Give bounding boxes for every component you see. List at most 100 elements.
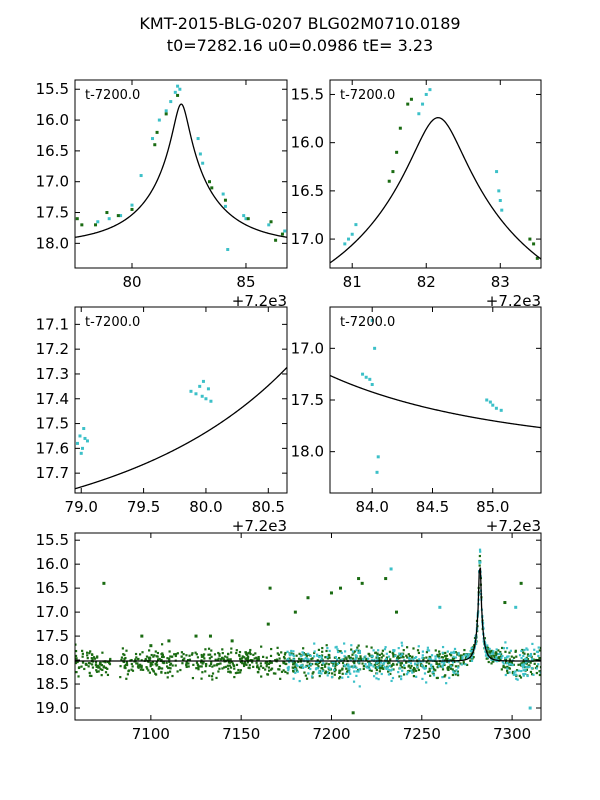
data-point (400, 641, 403, 644)
data-point (410, 664, 413, 668)
data-point (452, 670, 455, 673)
data-point (276, 646, 279, 649)
data-point (95, 669, 98, 672)
data-point (326, 671, 330, 674)
data-point (524, 668, 527, 671)
data-point (504, 673, 507, 677)
data-point (351, 657, 355, 660)
x-tick-label: 82 (417, 273, 436, 291)
data-point (522, 654, 525, 658)
data-point (247, 652, 250, 655)
y-tick-label: 17.5 (36, 627, 69, 645)
data-point (427, 670, 430, 673)
data-point (385, 657, 388, 661)
data-point (514, 649, 517, 652)
data-point (86, 654, 89, 657)
data-point (156, 651, 160, 655)
data-point (218, 667, 221, 670)
y-tick-label: 16.0 (36, 111, 69, 129)
data-point (270, 647, 273, 651)
data-point (450, 654, 453, 657)
data-point (478, 548, 482, 551)
data-point (332, 662, 335, 665)
data-point (238, 654, 241, 657)
data-point (235, 651, 238, 655)
data-point (508, 651, 511, 654)
data-point (375, 662, 378, 665)
data-point (426, 649, 429, 652)
data-point (365, 657, 368, 661)
data-point (447, 661, 450, 664)
y-tick-label: 17.1 (36, 315, 69, 333)
x-tick-label: 7300 (493, 725, 531, 743)
x-tick-label: 80.5 (252, 498, 285, 516)
data-point (158, 667, 162, 670)
data-point (182, 652, 185, 656)
data-point (482, 627, 485, 630)
model-curve (330, 374, 541, 429)
data-point (535, 667, 538, 670)
data-point (385, 656, 389, 659)
data-point (84, 663, 87, 666)
data-point (437, 665, 441, 668)
data-point (241, 655, 244, 658)
data-point (329, 591, 333, 595)
panel-top-left: 80 85 15.5 16.0 16.5 17.0 17.5 18.0 t-7200.0 +7.2… (36, 79, 288, 310)
data-point (370, 646, 373, 649)
data-point (451, 657, 455, 660)
data-point (456, 670, 459, 673)
data-point (520, 663, 524, 666)
data-point (252, 665, 255, 668)
data-point (154, 650, 157, 653)
data-point (75, 643, 77, 646)
panel-annotation: t-7200.0 (340, 315, 395, 330)
data-point (292, 677, 295, 680)
data-point (478, 564, 481, 567)
data-point (434, 649, 437, 652)
model-curve (75, 103, 287, 238)
data-point (423, 667, 426, 670)
data-point (405, 673, 409, 676)
data-point (244, 217, 248, 221)
data-point (375, 656, 378, 659)
data-point (219, 662, 222, 665)
data-point (284, 670, 287, 674)
data-point (256, 670, 260, 674)
data-point (241, 662, 244, 665)
data-point (401, 653, 404, 656)
data-point (157, 118, 161, 122)
data-point (106, 667, 109, 670)
data-point (119, 665, 122, 668)
data-point (392, 650, 396, 653)
data-point (318, 674, 321, 678)
data-point (153, 143, 157, 147)
data-point (518, 654, 522, 657)
data-point (277, 653, 281, 656)
data-point (355, 649, 358, 652)
data-point (341, 658, 344, 661)
data-point (525, 647, 528, 650)
data-point (488, 647, 491, 651)
data-point (180, 651, 184, 654)
data-point (438, 657, 441, 660)
data-point (441, 665, 444, 668)
data-point (334, 660, 337, 664)
data-point (249, 648, 252, 652)
data-point (428, 667, 431, 670)
data-point (161, 653, 164, 656)
data-point (530, 657, 534, 661)
data-point (487, 648, 490, 651)
data-point (347, 667, 350, 670)
data-point (77, 675, 80, 678)
data-point (106, 660, 110, 664)
data-point (355, 674, 358, 677)
data-point (199, 665, 202, 668)
data-point (389, 669, 393, 672)
data-point (227, 661, 231, 664)
data-point (333, 673, 336, 676)
data-point (353, 650, 357, 653)
data-point (319, 659, 322, 662)
y-tick-label: 19.0 (36, 699, 69, 717)
axes-frame (74, 306, 288, 494)
data-point (391, 668, 394, 671)
